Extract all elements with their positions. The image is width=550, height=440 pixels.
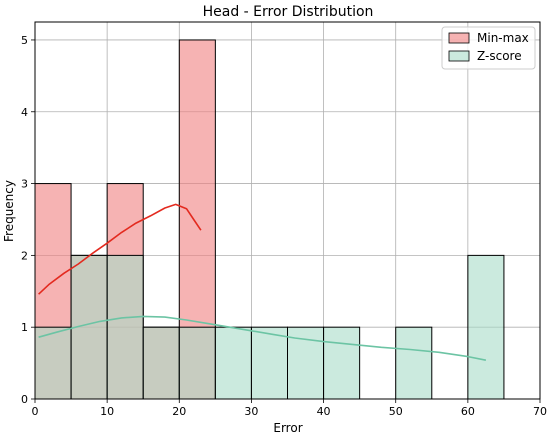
legend: Min-max Z-score: [441, 26, 536, 70]
x-tick-label: 70: [533, 405, 547, 418]
y-tick-label: 0: [21, 393, 28, 406]
x-tick-label: 20: [172, 405, 186, 418]
x-tick-label: 10: [100, 405, 114, 418]
kde-curve-min-max: [38, 203, 202, 295]
x-tick-label: 40: [317, 405, 331, 418]
bar-z-score: [214, 326, 252, 400]
kde-curve-z-score: [38, 315, 487, 361]
bar-z-score: [106, 254, 144, 400]
bar-z-score: [250, 326, 289, 400]
x-tick-label: 50: [389, 405, 403, 418]
y-axis-label: Frequency: [2, 180, 16, 242]
bar-z-score: [34, 326, 72, 400]
x-tick-label: 30: [244, 405, 258, 418]
bar-z-score: [142, 326, 180, 400]
kde-curves: [38, 203, 487, 361]
legend-swatch-min-max: [448, 32, 470, 44]
bar-z-score: [178, 326, 216, 400]
bar-z-score: [323, 326, 361, 400]
x-axis-label: Error: [273, 421, 302, 435]
legend-swatch-z-score: [448, 50, 470, 62]
y-tick-label: 3: [21, 178, 28, 191]
bar-z-score: [467, 254, 505, 400]
legend-label-z-score: Z-score: [477, 49, 522, 63]
y-tick-label: 5: [21, 34, 28, 47]
chart-title: Head - Error Distribution: [203, 4, 374, 20]
x-tick-label: 60: [461, 405, 475, 418]
legend-label-min-max: Min-max: [477, 31, 529, 45]
bar-z-score: [395, 326, 433, 400]
x-tick-label: 0: [32, 405, 39, 418]
axis-ticks: 0 10 20 30 40 50 60 70 0 1 2 3 4 5: [21, 34, 547, 418]
y-tick-label: 1: [21, 321, 28, 334]
y-tick-label: 4: [21, 106, 28, 119]
plot-frame: [34, 21, 541, 400]
y-tick-label: 2: [21, 249, 28, 262]
